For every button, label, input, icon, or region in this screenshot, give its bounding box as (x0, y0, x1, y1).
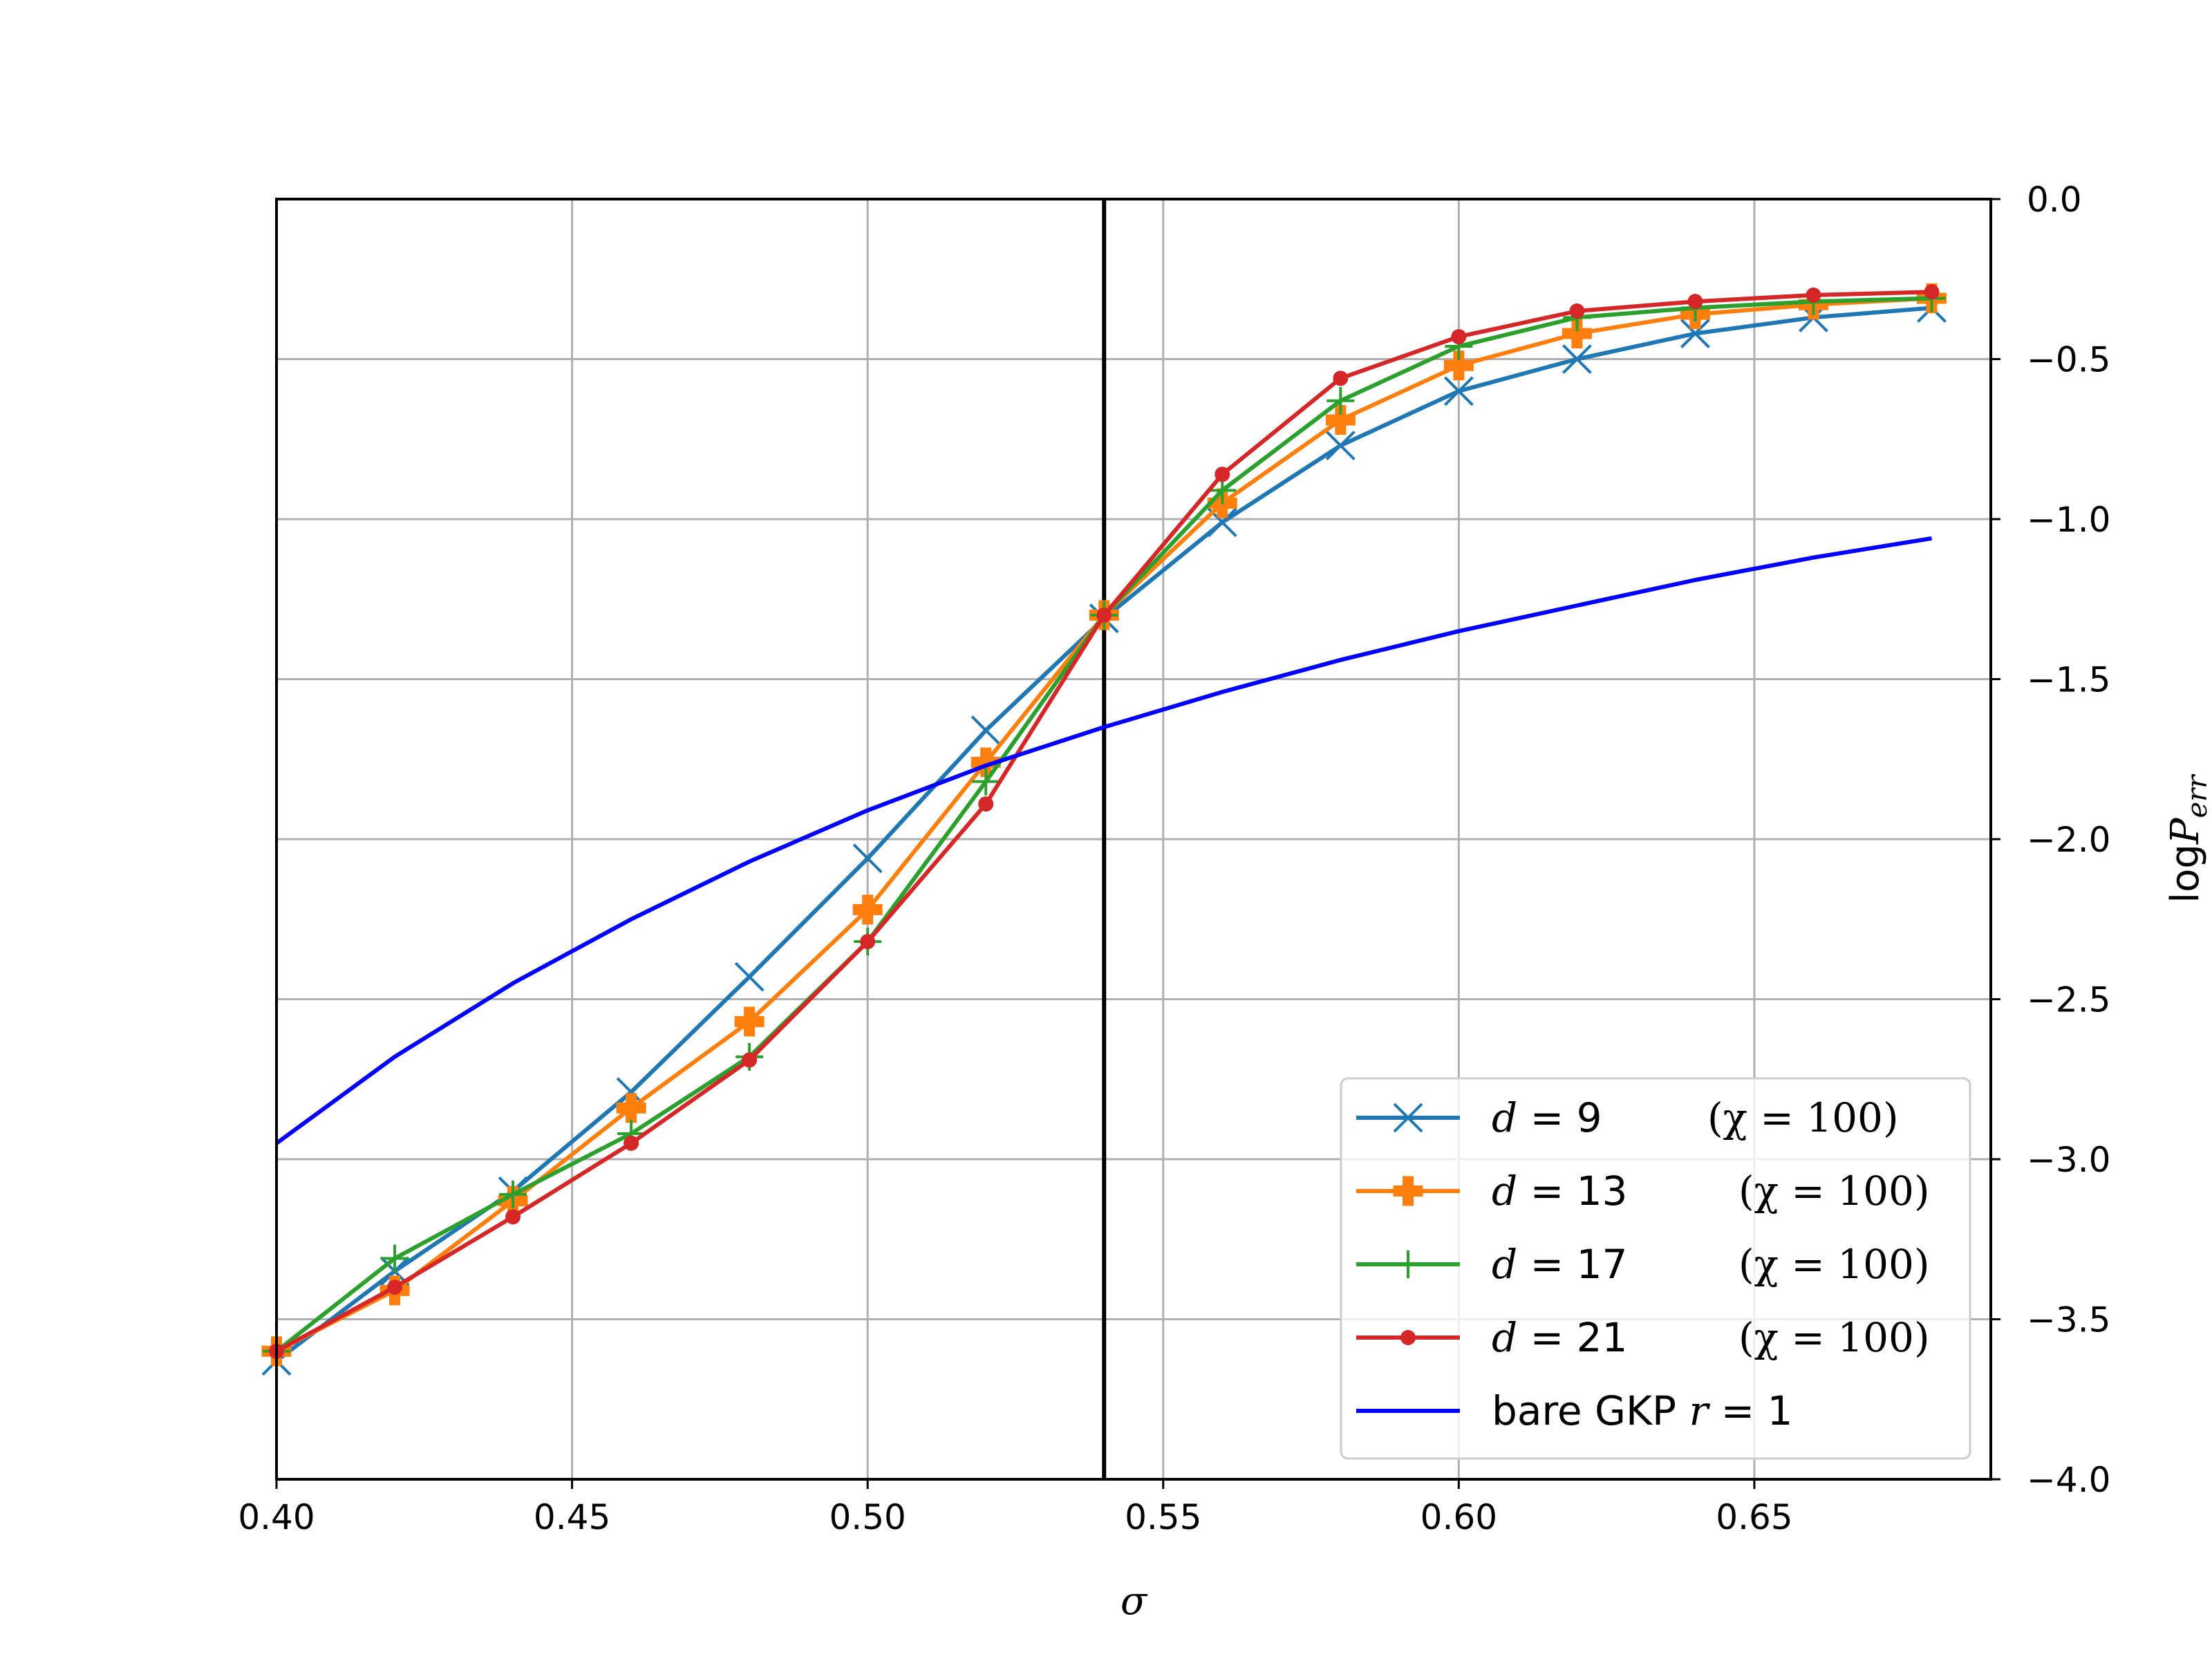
data-point (381, 1244, 409, 1273)
legend-note: (χ = 100) (1738, 1314, 1930, 1361)
y-tick-label: −3.5 (2027, 1300, 2110, 1340)
legend-item: bare GKP r = 1 (1356, 1387, 1793, 1434)
x-tick-label: 0.50 (830, 1497, 906, 1537)
data-point (852, 843, 883, 874)
x-tick-label: 0.60 (1421, 1497, 1497, 1537)
data-point (742, 1052, 758, 1068)
data-point (1924, 284, 1940, 300)
y-tick-label: −3.0 (2027, 1140, 2110, 1180)
legend-note: (χ = 100) (1738, 1168, 1930, 1215)
legend-label: d = 13 (1492, 1168, 1627, 1215)
data-point (734, 1006, 765, 1037)
series-4 (275, 536, 1932, 1145)
y-tick-label: −0.5 (2027, 340, 2110, 380)
legend: d = 9 (χ = 100) d = 13 (χ = 100) d = 17 (χ = … (1340, 1077, 1971, 1460)
legend-item: d = 21 (χ = 100) (1356, 1314, 1930, 1361)
data-point (852, 894, 883, 925)
data-point (1451, 329, 1467, 345)
legend-note: (χ = 100) (1707, 1094, 1899, 1141)
y-tick-label: −4.0 (2027, 1460, 2110, 1500)
legend-label: d = 21 (1492, 1314, 1627, 1361)
data-point (624, 1135, 639, 1151)
data-point (1562, 318, 1592, 348)
data-point (972, 767, 1000, 796)
legend-marker (1394, 1250, 1422, 1278)
data-point (978, 796, 994, 812)
series-3 (269, 284, 1940, 1359)
y-tick-label: −2.5 (2027, 980, 2110, 1020)
legend-item: d = 17 (χ = 100) (1356, 1241, 1930, 1288)
x-axis-label: σ (1121, 1579, 1148, 1624)
legend-box (1340, 1077, 1971, 1460)
x-tick-label: 0.55 (1125, 1497, 1201, 1537)
legend-item: d = 13 (χ = 100) (1356, 1168, 1930, 1215)
legend-marker (1400, 1330, 1416, 1345)
data-point (1562, 344, 1592, 374)
y-tick-label: 0.0 (2027, 180, 2082, 220)
y-tick-label: −2.0 (2027, 820, 2110, 860)
data-point (1569, 303, 1585, 319)
data-point (1806, 287, 1821, 303)
data-point (1443, 376, 1474, 406)
data-point (1333, 371, 1349, 386)
data-point (505, 1209, 521, 1225)
data-point (1327, 386, 1355, 415)
legend-marker (1393, 1176, 1423, 1206)
series-line (275, 536, 1932, 1145)
x-tick-label: 0.40 (238, 1497, 315, 1537)
data-point (1687, 294, 1703, 310)
data-point (1443, 350, 1474, 381)
data-point (616, 1093, 646, 1123)
legend-item: d = 9 (χ = 100) (1356, 1094, 1899, 1141)
data-point (387, 1280, 403, 1295)
data-point (499, 1180, 527, 1208)
y-axis-label: logPerr (2163, 774, 2212, 903)
legend-label: d = 17 (1492, 1241, 1627, 1288)
data-point (1215, 467, 1230, 482)
y-tick-label: −1.0 (2027, 500, 2110, 540)
legend-label: d = 9 (1492, 1094, 1602, 1141)
data-point (1325, 431, 1356, 460)
y-tick-label: −1.5 (2027, 660, 2110, 700)
ticks: 0.40 0.45 0.50 0.55 0.60 0.65 0.0 −0.5 −1.0 −1.5 −… (238, 180, 2110, 1537)
data-point (1680, 319, 1710, 348)
data-point (1325, 404, 1356, 435)
x-tick-label: 0.65 (1716, 1497, 1792, 1537)
data-point (734, 962, 765, 992)
legend-label: bare GKP r = 1 (1492, 1387, 1793, 1434)
data-point (1096, 607, 1112, 623)
legend-marker (1393, 1103, 1423, 1133)
data-point (860, 934, 876, 950)
series-layer (261, 283, 1947, 1376)
x-tick-label: 0.45 (534, 1497, 610, 1537)
data-point (971, 715, 1001, 745)
legend-note: (χ = 100) (1738, 1241, 1930, 1288)
